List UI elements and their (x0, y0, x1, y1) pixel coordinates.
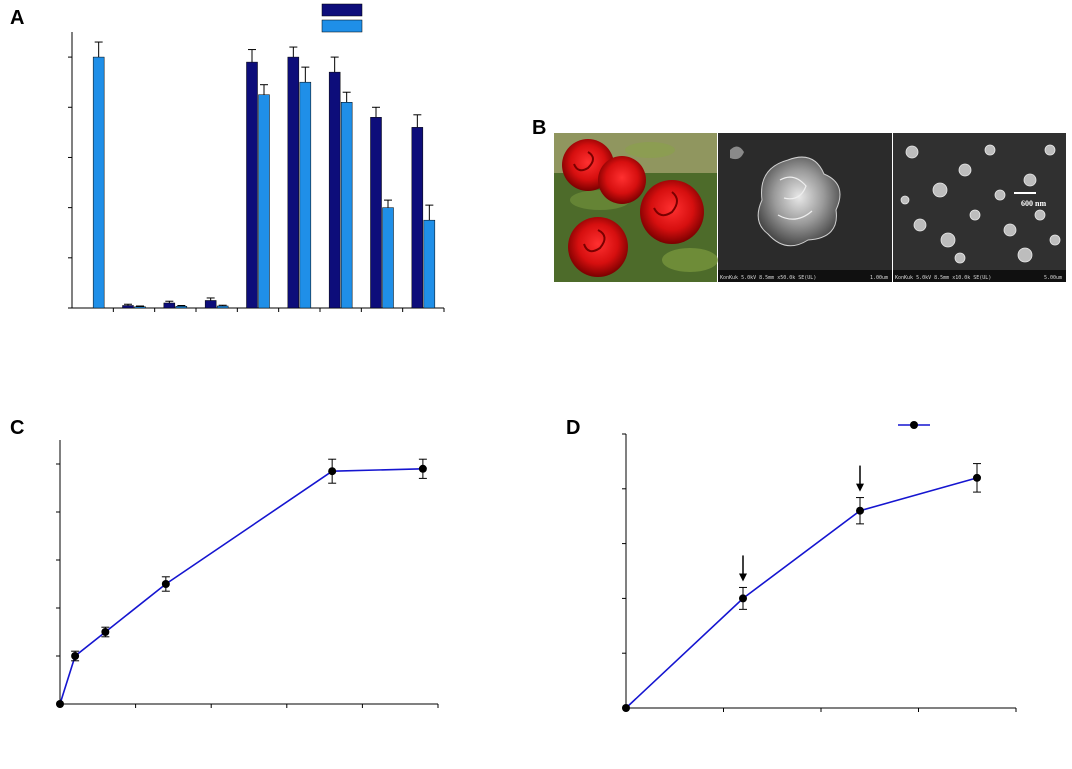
bar-loading--mgso4 (204, 300, 217, 309)
bar-relative-activity--feso4 (382, 207, 394, 309)
bar-loading--k2so4 (122, 305, 134, 309)
data-point (101, 628, 110, 636)
chart-c (56, 440, 439, 708)
panel-c-label: C (10, 417, 24, 439)
bar-relative-activity--na2so4 (175, 305, 188, 309)
chart-a (68, 3, 445, 312)
data-point (622, 704, 630, 712)
series-line (59, 468, 423, 705)
data-point (418, 464, 427, 473)
bar-loading--na2so4 (163, 302, 176, 309)
legend-marker (910, 421, 918, 429)
data-point (739, 594, 747, 603)
annotation-arrow-head (739, 573, 747, 582)
legend-swatch (321, 19, 363, 33)
bar-relative-activity--mgso4 (216, 305, 229, 309)
bar-relative-activity--niso4 (340, 102, 353, 309)
bar-loading--znso4 (246, 61, 258, 309)
sem1-caption: KonKuk 5.0kV 8.5mm x50.0k SE(UL) (720, 275, 816, 281)
legend-swatch (321, 3, 363, 17)
data-point (328, 467, 337, 476)
bar-relative-activity--cuso4 (299, 81, 312, 309)
bar-relative-activity--cobso4 (423, 219, 436, 309)
bar-relative-activity--znso4 (258, 94, 270, 309)
data-point (71, 652, 80, 660)
data-point (56, 700, 64, 708)
chart-d (622, 421, 1017, 712)
bar-relative-activity--k2so4 (134, 306, 146, 309)
bar-loading--cobso4 (411, 127, 424, 309)
series-line (625, 477, 978, 709)
data-point (856, 506, 864, 515)
sem2-caption: KonKuk 5.0kV 8.5mm x10.0k SE(UL) (895, 275, 991, 281)
data-point (161, 580, 170, 588)
sem2-scale: 5.00um (1044, 275, 1062, 281)
annotation-arrow-head (856, 483, 864, 492)
rose-photo (554, 133, 718, 282)
sem-image-field: 600 nm KonKuk 5.0kV 8.5mm x10.0k SE(UL) … (893, 133, 1066, 282)
micrograph-panel: KonKuk 5.0kV 8.5mm x50.0k SE(UL) 1.00um … (554, 133, 1066, 282)
data-point (973, 473, 981, 482)
sem1-scale: 1.00um (870, 275, 888, 281)
panel-b-label: B (532, 117, 546, 139)
sem-image-single: KonKuk 5.0kV 8.5mm x50.0k SE(UL) 1.00um (718, 133, 892, 282)
bar-loading--cuso4 (287, 56, 300, 309)
panel-a-label: A (10, 7, 24, 29)
bar-relative-activity--control (92, 56, 105, 309)
bar-loading--niso4 (328, 71, 341, 309)
bar-loading--feso4 (370, 117, 382, 309)
sem-scale-label: 600 nm (1021, 199, 1046, 208)
panel-d-label: D (566, 417, 580, 439)
